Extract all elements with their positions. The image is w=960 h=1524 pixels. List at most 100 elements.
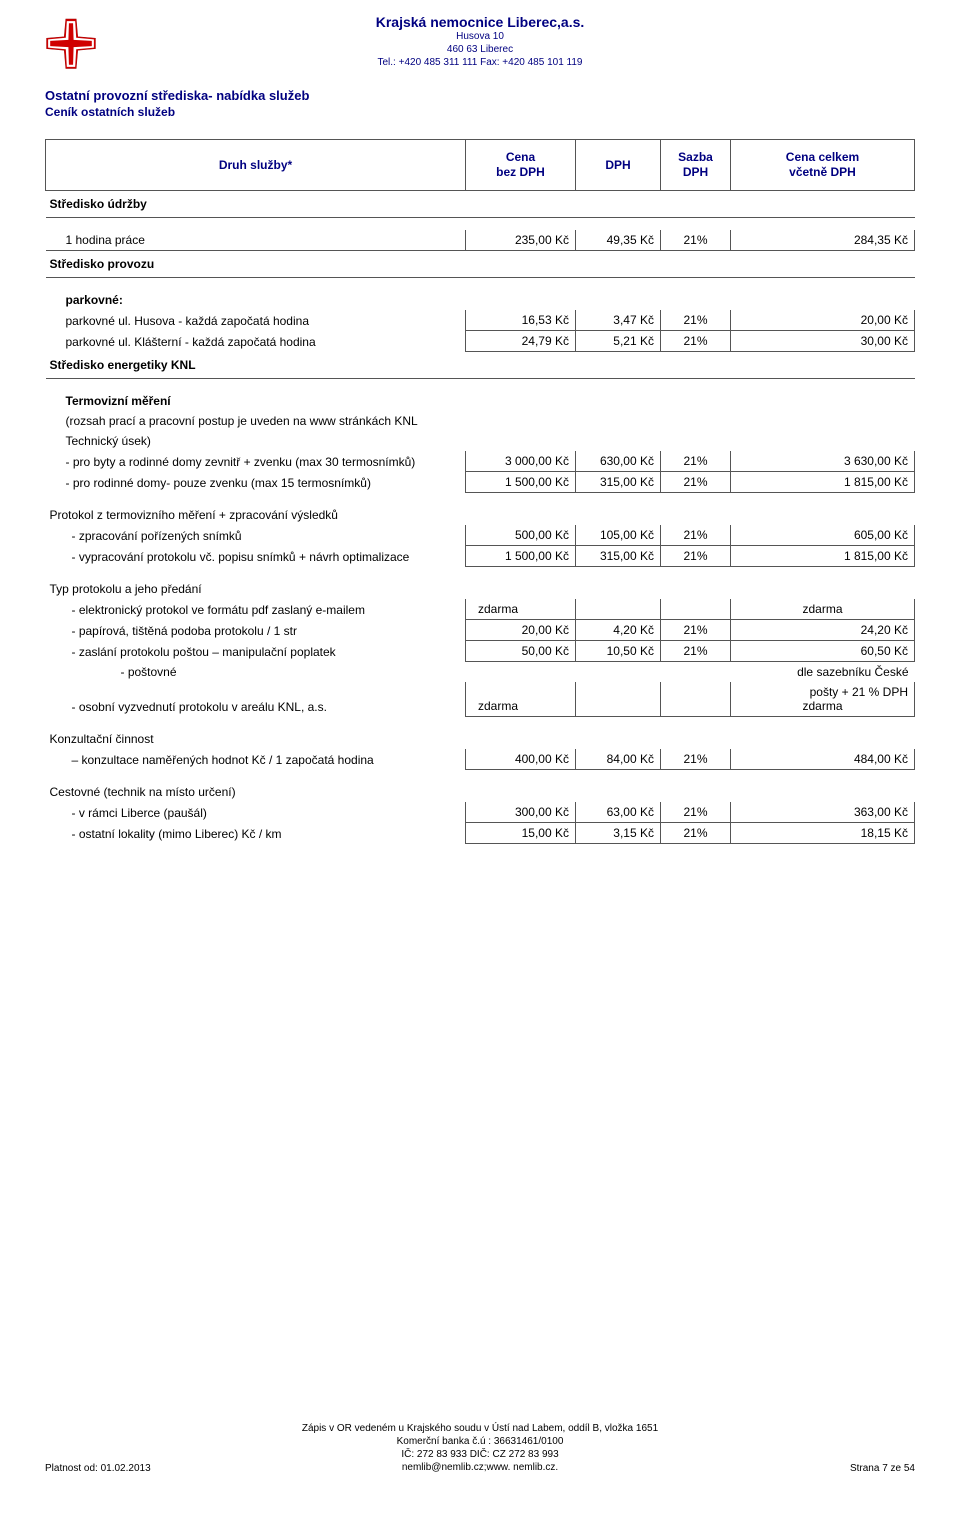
cell-dph: 105,00 Kč [576,525,661,546]
cell-sazba: 21% [661,546,731,567]
cell-sazba [661,599,731,620]
postovne-line2: pošty + 21 % DPH [737,685,908,699]
cell-dph: 3,47 Kč [576,310,661,331]
cell-label: - zaslání protokolu poštou – manipulační… [46,641,466,662]
col-bez: Cena bez DPH [466,140,576,191]
cell-bez: 500,00 Kč [466,525,576,546]
cell-label: - poštovné [46,662,466,683]
cell-dph: 49,35 Kč [576,230,661,251]
cell-bez: 400,00 Kč [466,749,576,770]
cell-label: Protokol z termovizního měření + zpracov… [46,505,466,525]
col-sazba: Sazba DPH [661,140,731,191]
row-byty: - pro byty a rodinné domy zevnitř + zven… [46,451,915,472]
cell-bez: 16,53 Kč [466,310,576,331]
org-addr1: Husova 10 [117,30,843,43]
org-addr2: 460 63 Liberec [117,43,843,56]
cell-dph: 315,00 Kč [576,472,661,493]
cell-label: - ostatní lokality (mimo Liberec) Kč / k… [46,823,466,844]
cell-total: zdarma [731,599,915,620]
cell-dph [576,682,661,717]
cell-total: 284,35 Kč [731,230,915,251]
cell-total: 24,20 Kč [731,620,915,641]
cell-sazba: 21% [661,749,731,770]
table-column-header: Druh služby* Cena bez DPH DPH Sazba DPH … [46,140,915,191]
cell-label: parkovné ul. Husova - každá započatá hod… [46,310,466,331]
section-title: Ostatní provozní střediska- nabídka služ… [45,88,915,103]
row-liberec: - v rámci Liberce (paušál) 300,00 Kč 63,… [46,802,915,823]
page: Krajská nemocnice Liberec,a.s. Husova 10… [0,0,960,1524]
cell-sazba: 21% [661,310,731,331]
col-desc: Druh služby* [46,140,466,191]
cell-label: 1 hodina práce [46,230,466,251]
cell-sazba: 21% [661,451,731,472]
group-header: Středisko energetiky KNL [46,352,915,379]
cell-sazba: 21% [661,230,731,251]
document-header: Krajská nemocnice Liberec,a.s. Husova 10… [45,18,915,70]
cell-sazba: 21% [661,641,731,662]
cell-sazba: 21% [661,331,731,352]
cell-bez: 50,00 Kč [466,641,576,662]
cell-label: - zpracování pořízených snímků [46,525,466,546]
row-cestovne-hdr: Cestovné (technik na místo určení) [46,782,915,802]
cell-dph: 10,50 Kč [576,641,661,662]
row-konzult: – konzultace naměřených hodnot Kč / 1 za… [46,749,915,770]
cell-dph: 315,00 Kč [576,546,661,567]
group-energetiky: Středisko energetiky KNL [46,352,915,379]
row-parkovne-label: parkovné: [46,290,915,310]
row-park-klasterni: parkovné ul. Klášterní - každá započatá … [46,331,915,352]
org-name: Krajská nemocnice Liberec,a.s. [117,14,843,30]
cell-total: 20,00 Kč [731,310,915,331]
cell-dph: 3,15 Kč [576,823,661,844]
cell-total: dle sazebníku České [731,662,915,683]
row-termovizni-hdr: Termovizní měření [46,391,915,411]
row-park-husova: parkovné ul. Husova - každá započatá hod… [46,310,915,331]
cell-bez: 235,00 Kč [466,230,576,251]
row-typ-hdr: Typ protokolu a jeho předání [46,579,915,599]
cell-dph: 5,21 Kč [576,331,661,352]
row-termovizni-note1: (rozsah prací a pracovní postup je uvede… [46,411,915,431]
cell-bez: zdarma [466,599,576,620]
footer-c4: nemlib@nemlib.cz;www. nemlib.cz. [205,1461,755,1474]
header-center: Krajská nemocnice Liberec,a.s. Husova 10… [117,14,843,69]
row-postovne-line1: - poštovné dle sazebníku České [46,662,915,683]
row-termovizni-note2: Technický úsek) [46,431,915,451]
cell-label: - vypracování protokolu vč. popisu snímk… [46,546,466,567]
col-total: Cena celkem včetně DPH [731,140,915,191]
cell-dph: 84,00 Kč [576,749,661,770]
cell-label: Typ protokolu a jeho předání [46,579,466,599]
cell-label: - v rámci Liberce (paušál) [46,802,466,823]
cell-label: Termovizní měření [46,391,466,411]
group-header: Středisko provozu [46,251,915,278]
cell-total: 484,00 Kč [731,749,915,770]
row-rodinne: - pro rodinné domy- pouze zvenku (max 15… [46,472,915,493]
cell-label: parkovné: [46,290,466,310]
cell-total: pošty + 21 % DPH zdarma [731,682,915,717]
cell-dph: 63,00 Kč [576,802,661,823]
cell-label: - papírová, tištěná podoba protokolu / 1… [46,620,466,641]
row-protokol-hdr: Protokol z termovizního měření + zpracov… [46,505,915,525]
cell-total: 60,50 Kč [731,641,915,662]
row-konzult-hdr: Konzultační činnost [46,729,915,749]
footer-c3: IČ: 272 83 933 DIČ: CZ 272 83 993 [205,1448,755,1461]
cell-label: - pro byty a rodinné domy zevnitř + zven… [46,451,466,472]
cell-sazba [661,682,731,717]
cell-bez: zdarma [466,682,576,717]
cell-sazba: 21% [661,823,731,844]
cell-total: 30,00 Kč [731,331,915,352]
cell-sazba: 21% [661,472,731,493]
row-elektro: - elektronický protokol ve formátu pdf z… [46,599,915,620]
cell-sazba: 21% [661,620,731,641]
cell-total: 1 815,00 Kč [731,546,915,567]
cell-bez: 20,00 Kč [466,620,576,641]
cell-bez: 3 000,00 Kč [466,451,576,472]
footer-right: Strana 7 ze 54 [755,1463,915,1474]
row-zprac: - zpracování pořízených snímků 500,00 Kč… [46,525,915,546]
cell-label: - pro rodinné domy- pouze zvenku (max 15… [46,472,466,493]
cell-label: Technický úsek) [46,431,466,451]
row-postou: - zaslání protokolu poštou – manipulační… [46,641,915,662]
row-papirova: - papírová, tištěná podoba protokolu / 1… [46,620,915,641]
footer-c2: Komerční banka č.ú : 36631461/0100 [205,1435,755,1448]
org-tel: Tel.: +420 485 311 111 Fax: +420 485 101… [117,56,843,69]
cell-label: - osobní vyzvednutí protokolu v areálu K… [46,682,466,717]
cell-bez: 300,00 Kč [466,802,576,823]
